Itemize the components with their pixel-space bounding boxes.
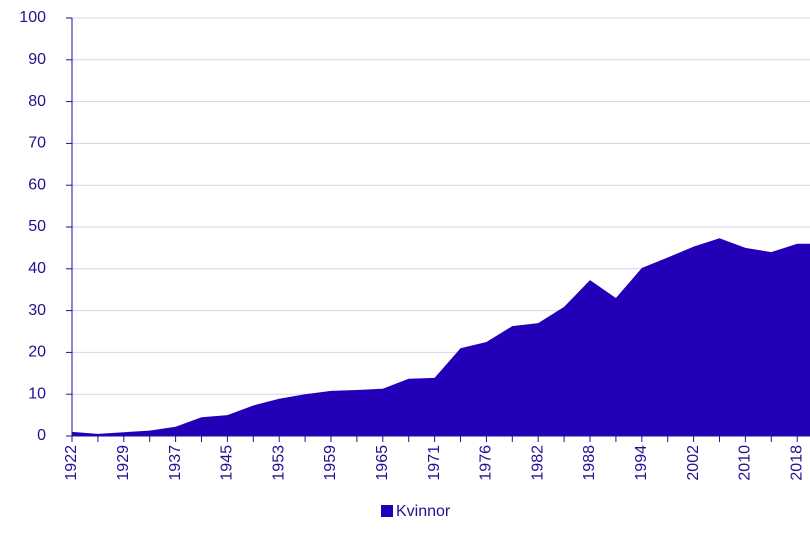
x-tick-label: 1971 (426, 445, 443, 481)
y-tick-label: 90 (28, 51, 46, 68)
y-tick-label: 70 (28, 135, 46, 152)
y-tick-label: 30 (28, 302, 46, 319)
x-tick-label: 1959 (322, 445, 339, 481)
x-tick-label: 1965 (374, 445, 391, 481)
x-tick-label: 1922 (63, 445, 80, 481)
grid (72, 17, 810, 437)
area (72, 238, 810, 436)
legend-label: Kvinnor (396, 503, 451, 520)
x-tick-label: 1982 (529, 445, 546, 481)
x-tick-label: 1953 (270, 445, 287, 481)
y-tick-label: 0 (37, 427, 46, 444)
y-tick-label: 80 (28, 93, 46, 110)
x-tick-label: 2002 (685, 445, 702, 481)
x-tick-label: 1929 (115, 445, 132, 481)
legend-swatch (381, 505, 393, 517)
y-tick-label: 60 (28, 176, 46, 193)
y-tick-label: 40 (28, 260, 46, 277)
x-tick-label: 1988 (581, 445, 598, 481)
x-tick-label: 1937 (167, 445, 184, 481)
axes: 0 10 20 30 40 50 60 70 80 90 100 1922 1929 1937 1945 19… (19, 9, 810, 520)
x-tick-label: 1945 (219, 445, 236, 481)
y-tick-label: 50 (28, 218, 46, 235)
y-tick-label: 20 (28, 344, 46, 361)
x-tick-label: 1994 (633, 445, 650, 481)
y-tick-label: 100 (19, 9, 46, 26)
x-tick-label: 2018 (788, 445, 805, 481)
area-layer (72, 238, 810, 436)
x-tick-label: 1976 (478, 445, 495, 481)
x-tick-label: 2010 (737, 445, 754, 481)
y-tick-label: 10 (28, 385, 46, 402)
